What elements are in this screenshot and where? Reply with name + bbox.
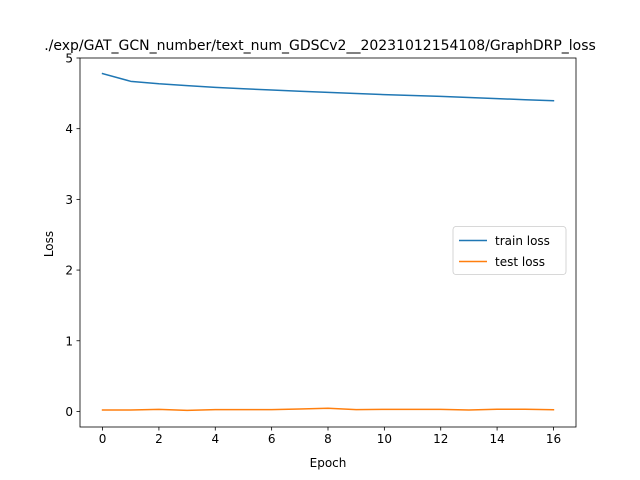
x-axis-label: Epoch	[310, 456, 347, 470]
x-tick-label: 6	[268, 432, 276, 446]
legend-label: test loss	[495, 255, 545, 269]
y-tick-label: 2	[65, 264, 73, 278]
x-tick-label: 8	[324, 432, 332, 446]
x-tick-label: 16	[546, 432, 561, 446]
x-axis-ticks: 0 2 4 6 8 10 12 14 16	[99, 427, 561, 446]
x-tick-label: 0	[99, 432, 107, 446]
series-line-train-loss	[101, 72, 555, 102]
legend-box	[452, 226, 567, 275]
series-line-test-loss	[101, 407, 555, 412]
x-tick-label: 12	[433, 432, 448, 446]
legend-label: train loss	[495, 234, 550, 248]
y-tick-label: 4	[65, 122, 73, 136]
y-tick-label: 0	[65, 405, 73, 419]
x-tick-label: 4	[211, 432, 219, 446]
x-tick-label: 2	[155, 432, 163, 446]
x-tick-label: 10	[377, 432, 392, 446]
series-layer	[101, 72, 555, 412]
y-tick-label: 1	[65, 334, 73, 348]
y-axis-ticks: 0 1 2 3 4 5	[65, 52, 80, 419]
legend: train loss test loss	[452, 226, 567, 275]
y-axis-label: Loss	[42, 231, 56, 257]
y-tick-label: 5	[65, 52, 73, 66]
x-tick-label: 14	[489, 432, 504, 446]
chart-title: ./exp/GAT_GCN_number/text_num_GDSCv2__20…	[44, 38, 596, 54]
y-tick-label: 3	[65, 193, 73, 207]
